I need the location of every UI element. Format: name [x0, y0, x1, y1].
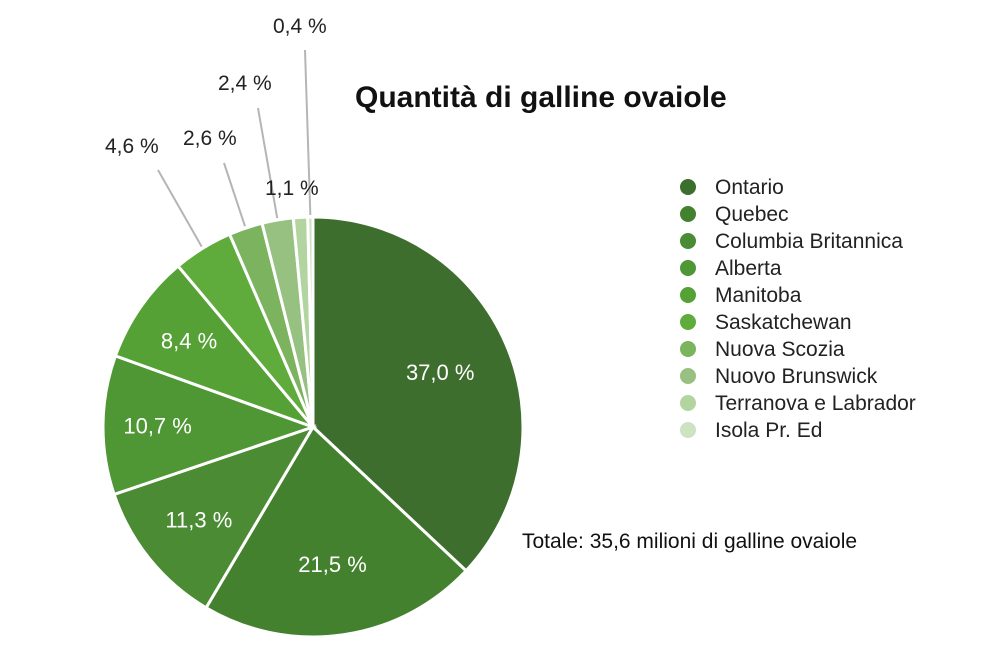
chart-title: Quantità di galline ovaiole — [355, 81, 727, 114]
legend-swatch-quebec — [680, 206, 696, 222]
slice-label-quebec: 21,5 % — [298, 552, 367, 577]
legend-label-saskatchewan: Saskatchewan — [715, 311, 852, 334]
legend-swatch-ontario — [680, 179, 696, 195]
slice-label-terranova-e-labrador: 1,1 % — [265, 177, 319, 200]
slice-label-columbia-britannica: 11,3 % — [165, 508, 232, 533]
legend-swatch-nuovo-brunswick — [680, 368, 696, 384]
legend-swatch-saskatchewan — [680, 314, 696, 330]
slice-ontario — [311, 215, 525, 573]
legend-swatch-terranova-e-labrador — [680, 395, 696, 411]
legend-label-columbia-britannica: Columbia Britannica — [715, 230, 903, 253]
slice-manitoba — [113, 263, 318, 431]
legend-label-manitoba: Manitoba — [715, 284, 802, 307]
legend-swatch-nuova-scozia — [680, 341, 696, 357]
legend-label-terranova-e-labrador: Terranova e Labrador — [715, 392, 916, 415]
pie-slices — [101, 215, 525, 639]
legend-label-ontario: Ontario — [715, 176, 784, 199]
slice-quebec — [204, 424, 469, 639]
slice-label-manitoba: 8,4 % — [161, 328, 217, 353]
legend-label-isola-pr-ed: Isola Pr. Ed — [715, 419, 822, 442]
slice-label-saskatchewan: 4,6 % — [105, 135, 159, 158]
slice-label-nuova-scozia: 2,6 % — [183, 127, 237, 150]
slice-label-ontario: 37,0 % — [406, 360, 475, 385]
leader-line-saskatchewan — [157, 169, 203, 248]
legend-label-quebec: Quebec — [715, 203, 789, 226]
slice-isola-pr-ed — [306, 215, 315, 428]
legend: Ontario Quebec Columbia Britannica Alberta M… — [680, 176, 916, 442]
legend-swatch-alberta — [680, 260, 696, 276]
leader-line-isola-pr-ed — [304, 49, 312, 216]
slice-labels: 37,0 % 21,5 % 11,3 % 10,7 % 8,4 % 4,6 % 2,6 % 2… — [105, 15, 474, 577]
legend-swatch-isola-pr-ed — [680, 422, 696, 438]
slice-label-alberta: 10,7 % — [123, 414, 192, 439]
leader-line-nuovo-brunswick — [257, 107, 279, 219]
legend-swatch-columbia-britannica — [680, 233, 696, 249]
legend-swatch-manitoba — [680, 287, 696, 303]
slice-columbia-britannica — [112, 424, 317, 610]
total-note: Totale: 35,6 milioni di galline ovaiole — [522, 530, 857, 553]
slice-alberta — [101, 353, 318, 497]
slice-label-isola-pr-ed: 0,4 % — [273, 15, 327, 38]
legend-label-nuova-scozia: Nuova Scozia — [715, 338, 845, 361]
slice-label-nuovo-brunswick: 2,4 % — [218, 72, 272, 95]
leader-line-nuova-scozia — [223, 162, 246, 227]
legend-label-nuovo-brunswick: Nuovo Brunswick — [715, 365, 878, 388]
legend-label-alberta: Alberta — [715, 257, 782, 280]
leader-lines — [157, 49, 312, 248]
